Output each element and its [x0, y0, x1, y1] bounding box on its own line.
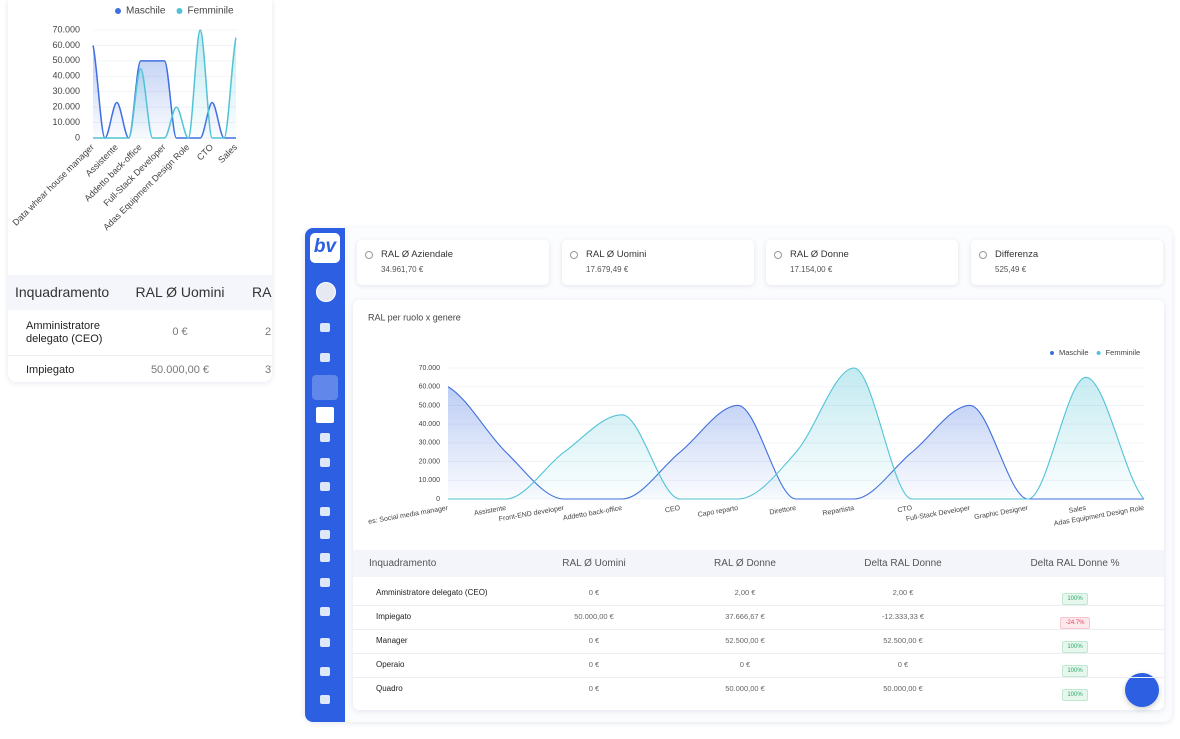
table-cell: 0 € [739, 660, 751, 669]
table-cell: 52.500,00 € [725, 636, 765, 645]
nav-icon[interactable] [320, 695, 330, 704]
kpi-value: 17.154,00 € [790, 265, 833, 274]
kpi-value: 34.961,70 € [381, 265, 424, 274]
nav-icon[interactable] [320, 433, 330, 442]
kpi-label: RAL Ø Aziendale [381, 249, 453, 260]
nav-icon[interactable] [320, 323, 330, 332]
table-cell: -24.7% [985, 611, 1165, 629]
nav-active[interactable] [312, 375, 338, 400]
kpi-label: RAL Ø Uomini [586, 249, 647, 260]
kpi-value: 17.679,49 € [586, 265, 629, 274]
kpi-icon [979, 251, 987, 259]
table-cell: 0 € [588, 636, 600, 645]
nav-icon[interactable] [320, 458, 330, 467]
mini-header-cell: RAL Ø Donne [252, 284, 272, 300]
table-cell: 100% [985, 659, 1165, 677]
table-cell: 100% [985, 587, 1165, 605]
delta-badge: 100% [1062, 641, 1088, 653]
avatar[interactable] [316, 282, 336, 302]
delta-badge: 100% [1062, 689, 1088, 701]
kpi-card: RAL Ø Donne 17.154,00 € [766, 240, 958, 285]
table-cell: Amministratore delegato (CEO) [376, 588, 488, 597]
mini-table-cell: 50.000,00 € [150, 364, 210, 376]
mini-table-cell: 37.666,67 € [265, 364, 272, 376]
kpi-label: RAL Ø Donne [790, 249, 849, 260]
table-header-cell: Delta RAL Donne % [1030, 558, 1120, 569]
table-header-cell: RAL Ø Donne [714, 558, 776, 569]
sidebar [305, 228, 345, 722]
mini-table-cell: Impiegato [26, 364, 75, 376]
mini-table-cell: 2,00 € [265, 326, 272, 338]
kpi-label: Differenza [995, 249, 1039, 260]
mini-table-cell: 0 € [172, 326, 188, 338]
row-divider [353, 653, 1164, 654]
fab-button[interactable] [1125, 673, 1159, 707]
table-header-cell: Inquadramento [369, 558, 437, 569]
table-cell: 50.000,00 € [883, 684, 923, 693]
table-header-cell: Delta RAL Donne [864, 558, 942, 569]
table-cell: Manager [376, 636, 408, 645]
table-cell: 100% [985, 683, 1165, 701]
kpi-value: 525,49 € [995, 265, 1027, 274]
table-cell: 50.000,00 € [574, 612, 614, 621]
nav-icon[interactable] [320, 578, 330, 587]
table-cell: Quadro [376, 684, 403, 693]
table-cell: 100% [985, 635, 1165, 653]
delta-badge: 100% [1062, 593, 1088, 605]
mini-table-cell: Amministratore delegato (CEO) [26, 320, 103, 345]
table-cell: Operaio [376, 660, 405, 669]
row-divider [353, 629, 1164, 630]
mini-header-cell: Inquadramento [15, 284, 110, 300]
kpi-icon [774, 251, 782, 259]
table-cell: -12.333,33 € [881, 612, 925, 621]
delta-badge: -24.7% [1060, 617, 1090, 629]
nav-icon[interactable] [320, 353, 330, 362]
row-divider [353, 605, 1164, 606]
mini-header-cell: RAL Ø Uomini [135, 284, 225, 300]
table-cell: 2,00 € [734, 588, 756, 597]
table-header-cell: RAL Ø Uomini [562, 558, 626, 569]
nav-icon[interactable] [320, 553, 330, 562]
row-divider [353, 677, 1164, 678]
kpi-card: RAL Ø Aziendale 34.961,70 € [357, 240, 549, 285]
table-cell: 0 € [897, 660, 909, 669]
mini-table-header [8, 275, 272, 310]
nav-icon[interactable] [320, 638, 330, 647]
table-cell: Impiegato [376, 612, 412, 621]
table-cell: 0 € [588, 684, 600, 693]
table-cell: 52.500,00 € [883, 636, 923, 645]
kpi-icon [570, 251, 578, 259]
nav-icon[interactable] [320, 607, 330, 616]
nav-icon[interactable] [320, 507, 330, 516]
logo[interactable]: bv [310, 233, 340, 263]
table-cell: 50.000,00 € [725, 684, 765, 693]
kpi-card: RAL Ø Uomini 17.679,49 € [562, 240, 754, 285]
mini-card: Inquadramento RAL Ø Uomini RAL Ø Donne Ammi… [8, 0, 272, 382]
table-cell: 2,00 € [892, 588, 914, 597]
row-divider [8, 355, 272, 356]
nav-active-sub[interactable] [316, 407, 334, 423]
nav-icon[interactable] [320, 530, 330, 539]
nav-icon[interactable] [320, 667, 330, 676]
nav-icon[interactable] [320, 482, 330, 491]
kpi-card: Differenza 525,49 € [971, 240, 1163, 285]
table-cell: 37.666,67 € [725, 612, 765, 621]
table-cell: 0 € [588, 660, 600, 669]
table-header [353, 550, 1164, 577]
kpi-icon [365, 251, 373, 259]
table-cell: 0 € [588, 588, 600, 597]
delta-badge: 100% [1062, 665, 1088, 677]
